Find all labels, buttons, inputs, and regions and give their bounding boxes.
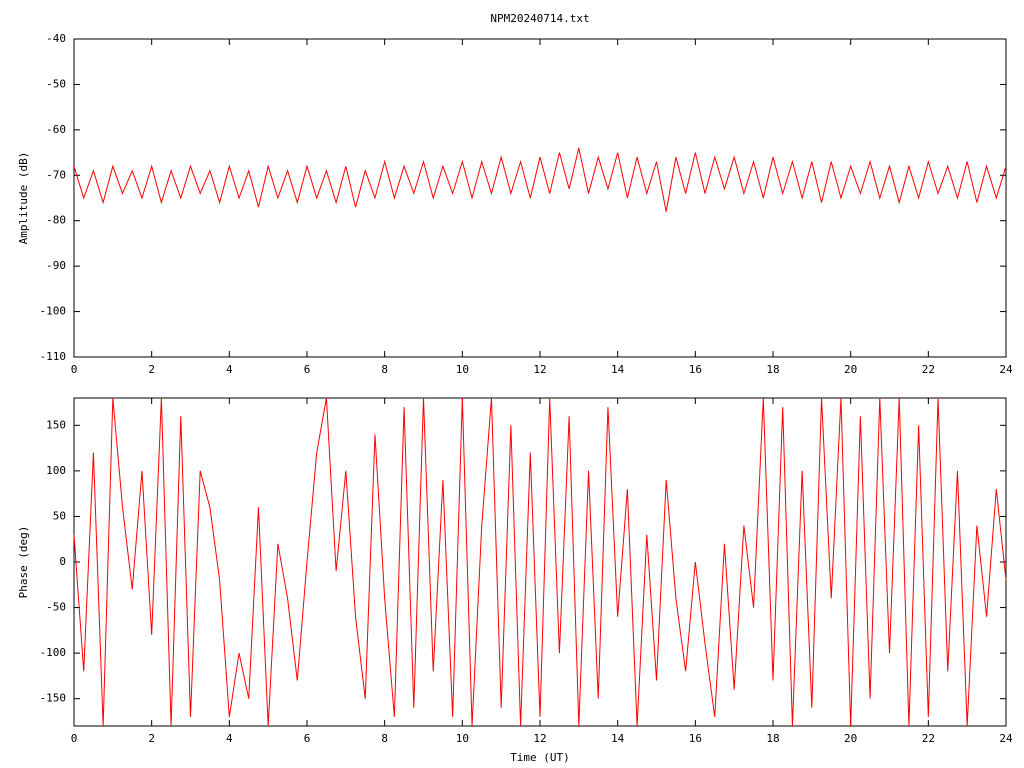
plot-frame <box>73 397 1007 727</box>
y-tick-label: -60 <box>46 123 66 136</box>
y-tick-label: -110 <box>40 350 67 363</box>
x-tick-label: 18 <box>766 732 779 745</box>
x-tick-label: 4 <box>226 363 233 376</box>
data-line <box>73 397 1007 727</box>
y-tick-label: -50 <box>46 601 66 614</box>
x-tick-label: 14 <box>611 732 625 745</box>
y-tick-label: 100 <box>46 464 66 477</box>
data-line <box>73 147 1007 212</box>
y-tick-label: -40 <box>46 32 66 45</box>
y-tick-label: -100 <box>40 646 67 659</box>
x-tick-label: 8 <box>381 732 388 745</box>
y-tick-label: 150 <box>46 418 66 431</box>
y-tick-label: -100 <box>40 305 67 318</box>
x-tick-label: 6 <box>304 363 311 376</box>
x-tick-label: 0 <box>71 363 78 376</box>
x-tick-label: 24 <box>999 732 1013 745</box>
y-tick-label: -50 <box>46 77 66 90</box>
chart-title: NPM20240714.txt <box>490 12 589 25</box>
y-tick-label: -80 <box>46 214 66 227</box>
x-tick-label: 22 <box>922 732 935 745</box>
y-axis-label: Phase (deg) <box>17 526 30 599</box>
y-tick-label: -150 <box>40 692 67 705</box>
y-axis-label: Amplitude (dB) <box>17 152 30 245</box>
x-tick-label: 14 <box>611 363 625 376</box>
x-tick-label: 12 <box>533 732 546 745</box>
x-tick-label: 20 <box>844 732 857 745</box>
x-tick-label: 4 <box>226 732 233 745</box>
y-tick-label: 50 <box>53 509 66 522</box>
x-tick-label: 10 <box>456 363 469 376</box>
x-axis-label: Time (UT) <box>510 751 570 764</box>
x-tick-label: 18 <box>766 363 779 376</box>
x-tick-label: 2 <box>148 363 155 376</box>
x-tick-label: 2 <box>148 732 155 745</box>
x-tick-label: 22 <box>922 363 935 376</box>
x-tick-label: 6 <box>304 732 311 745</box>
x-tick-label: 10 <box>456 732 469 745</box>
x-tick-label: 12 <box>533 363 546 376</box>
x-tick-label: 24 <box>999 363 1013 376</box>
plot-frame <box>73 38 1007 358</box>
x-tick-label: 8 <box>381 363 388 376</box>
x-tick-label: 16 <box>689 363 702 376</box>
x-tick-label: 0 <box>71 732 78 745</box>
x-tick-label: 16 <box>689 732 702 745</box>
y-tick-label: -90 <box>46 259 66 272</box>
y-tick-label: 0 <box>59 555 66 568</box>
y-tick-label: -70 <box>46 168 66 181</box>
x-tick-label: 20 <box>844 363 857 376</box>
